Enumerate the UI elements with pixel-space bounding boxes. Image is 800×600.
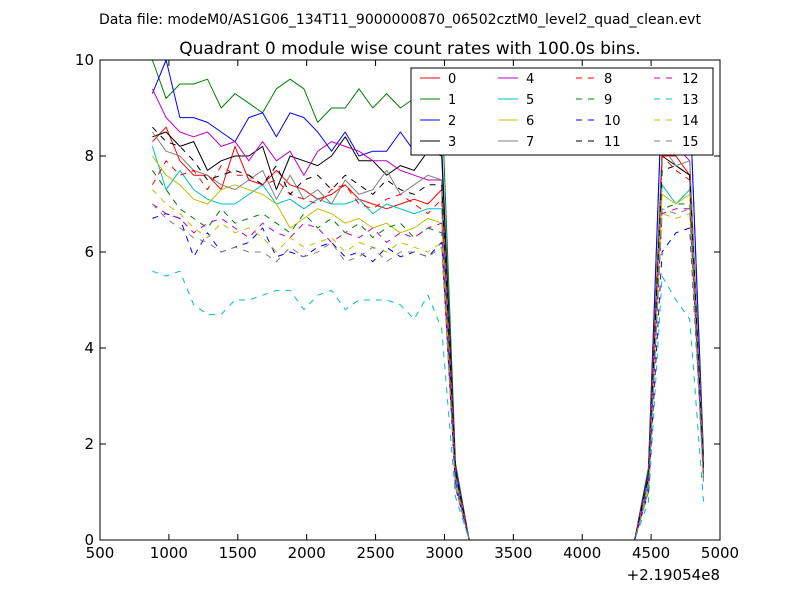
legend-label: 1 [448, 93, 456, 108]
legend-label: 9 [604, 93, 612, 108]
legend-label: 7 [526, 135, 534, 150]
chart-title: Quadrant 0 module wise count rates with … [179, 39, 640, 59]
legend-label: 2 [448, 114, 456, 129]
y-tick-label: 2 [84, 435, 94, 453]
legend-label: 3 [448, 135, 456, 150]
x-tick-label: 3000 [425, 544, 463, 562]
x-tick-label: 1500 [219, 544, 257, 562]
y-tick-label: 0 [84, 531, 94, 549]
legend-box [410, 67, 714, 156]
x-tick-label: 3500 [494, 544, 532, 562]
series-line-14 [152, 189, 704, 541]
x-tick-label: 2500 [356, 544, 394, 562]
series-line-13 [152, 270, 704, 541]
legend-label: 13 [682, 93, 699, 108]
legend-label: 12 [682, 72, 699, 87]
series-line-12 [152, 203, 704, 541]
y-tick-label: 4 [84, 339, 94, 357]
suptitle: Data file: modeM0/AS1G06_134T11_90000008… [99, 12, 701, 28]
ticks-layer: 500 1000 1500 2000 2500 3000 3500 4000 4500 5000 0… [75, 51, 739, 562]
legend-label: 6 [526, 114, 534, 129]
x-offset-label: +2.19054e8 [627, 566, 720, 584]
series-line-15 [152, 203, 704, 541]
y-tick-label: 6 [84, 243, 94, 261]
y-tick-label: 10 [75, 51, 94, 69]
legend-label: 4 [526, 72, 534, 87]
legend-label: 10 [604, 114, 621, 129]
x-tick-label: 4500 [632, 544, 670, 562]
legend-label: 15 [682, 135, 699, 150]
legend-label: 0 [448, 72, 456, 87]
x-tick-label: 4000 [563, 544, 601, 562]
legend-label: 14 [682, 114, 699, 129]
y-tick-label: 8 [84, 147, 94, 165]
legend-label: 8 [604, 72, 612, 87]
legend-label: 5 [526, 93, 534, 108]
x-tick-label: 500 [86, 544, 115, 562]
legend-label: 11 [604, 135, 621, 150]
axes-frame [99, 59, 721, 541]
x-tick-label: 5000 [701, 544, 739, 562]
x-tick-label: 2000 [288, 544, 326, 562]
x-tick-label: 1000 [150, 544, 188, 562]
